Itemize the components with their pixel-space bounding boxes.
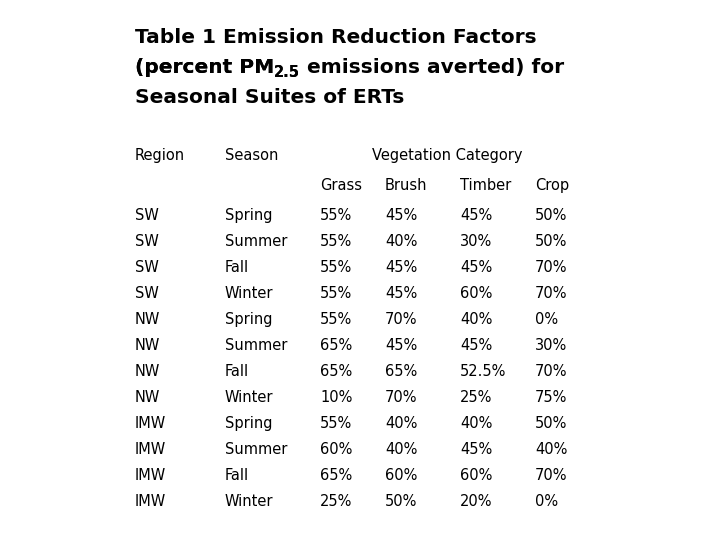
Text: Winter: Winter: [225, 286, 274, 301]
Text: Spring: Spring: [225, 312, 272, 327]
Text: 50%: 50%: [535, 208, 567, 223]
Text: 60%: 60%: [385, 468, 418, 483]
Text: 40%: 40%: [460, 416, 492, 431]
Text: IMW: IMW: [135, 416, 166, 431]
Text: 55%: 55%: [320, 234, 352, 249]
Text: Fall: Fall: [225, 364, 249, 379]
Text: Summer: Summer: [225, 338, 287, 353]
Text: NW: NW: [135, 338, 161, 353]
Text: 25%: 25%: [460, 390, 492, 405]
Text: SW: SW: [135, 208, 159, 223]
Text: 20%: 20%: [460, 494, 492, 509]
Text: Region: Region: [135, 148, 185, 163]
Text: 40%: 40%: [535, 442, 567, 457]
Text: 30%: 30%: [535, 338, 567, 353]
Text: 65%: 65%: [385, 364, 418, 379]
Text: 75%: 75%: [535, 390, 567, 405]
Text: SW: SW: [135, 234, 159, 249]
Text: Vegetation Category: Vegetation Category: [372, 148, 523, 163]
Text: 40%: 40%: [385, 416, 418, 431]
Text: 60%: 60%: [460, 468, 492, 483]
Text: Winter: Winter: [225, 494, 274, 509]
Text: 70%: 70%: [535, 286, 567, 301]
Text: 45%: 45%: [385, 260, 418, 275]
Text: 60%: 60%: [320, 442, 352, 457]
Text: 45%: 45%: [460, 208, 492, 223]
Text: 45%: 45%: [460, 260, 492, 275]
Text: 45%: 45%: [385, 208, 418, 223]
Text: SW: SW: [135, 286, 159, 301]
Text: 55%: 55%: [320, 286, 352, 301]
Text: 45%: 45%: [460, 338, 492, 353]
Text: Fall: Fall: [225, 468, 249, 483]
Text: 65%: 65%: [320, 468, 352, 483]
Text: Spring: Spring: [225, 208, 272, 223]
Text: IMW: IMW: [135, 494, 166, 509]
Text: IMW: IMW: [135, 442, 166, 457]
Text: 50%: 50%: [385, 494, 418, 509]
Text: 0%: 0%: [535, 494, 558, 509]
Text: 55%: 55%: [320, 416, 352, 431]
Text: 60%: 60%: [460, 286, 492, 301]
Text: 50%: 50%: [535, 416, 567, 431]
Text: NW: NW: [135, 390, 161, 405]
Text: 55%: 55%: [320, 260, 352, 275]
Text: Table 1 Emission Reduction Factors: Table 1 Emission Reduction Factors: [135, 28, 536, 47]
Text: Summer: Summer: [225, 234, 287, 249]
Text: 2.5: 2.5: [274, 64, 300, 79]
Text: Winter: Winter: [225, 390, 274, 405]
Text: (percent PM: (percent PM: [135, 58, 274, 77]
Text: 70%: 70%: [535, 260, 567, 275]
Text: 55%: 55%: [320, 208, 352, 223]
Text: 25%: 25%: [320, 494, 352, 509]
Text: 40%: 40%: [385, 442, 418, 457]
Text: 2.5: 2.5: [274, 64, 300, 79]
Text: 10%: 10%: [320, 390, 352, 405]
Text: 45%: 45%: [460, 442, 492, 457]
Text: 45%: 45%: [385, 286, 418, 301]
Text: Spring: Spring: [225, 416, 272, 431]
Text: 30%: 30%: [460, 234, 492, 249]
Text: 52.5%: 52.5%: [460, 364, 506, 379]
Text: (percent PM: (percent PM: [135, 58, 274, 77]
Text: SW: SW: [135, 260, 159, 275]
Text: Season: Season: [225, 148, 279, 163]
Text: 70%: 70%: [535, 364, 567, 379]
Text: Fall: Fall: [225, 260, 249, 275]
Text: Brush: Brush: [385, 178, 428, 193]
Text: 70%: 70%: [385, 390, 418, 405]
Text: 0%: 0%: [535, 312, 558, 327]
Text: 65%: 65%: [320, 364, 352, 379]
Text: 40%: 40%: [385, 234, 418, 249]
Text: Seasonal Suites of ERTs: Seasonal Suites of ERTs: [135, 88, 405, 107]
Text: 50%: 50%: [535, 234, 567, 249]
Text: 40%: 40%: [460, 312, 492, 327]
Text: Grass: Grass: [320, 178, 362, 193]
Text: Summer: Summer: [225, 442, 287, 457]
Text: 70%: 70%: [385, 312, 418, 327]
Text: Crop: Crop: [535, 178, 569, 193]
Text: NW: NW: [135, 364, 161, 379]
Text: 65%: 65%: [320, 338, 352, 353]
Text: 45%: 45%: [385, 338, 418, 353]
Text: 70%: 70%: [535, 468, 567, 483]
Text: 55%: 55%: [320, 312, 352, 327]
Text: NW: NW: [135, 312, 161, 327]
Text: Timber: Timber: [460, 178, 511, 193]
Text: IMW: IMW: [135, 468, 166, 483]
Text: emissions averted) for: emissions averted) for: [300, 58, 564, 77]
